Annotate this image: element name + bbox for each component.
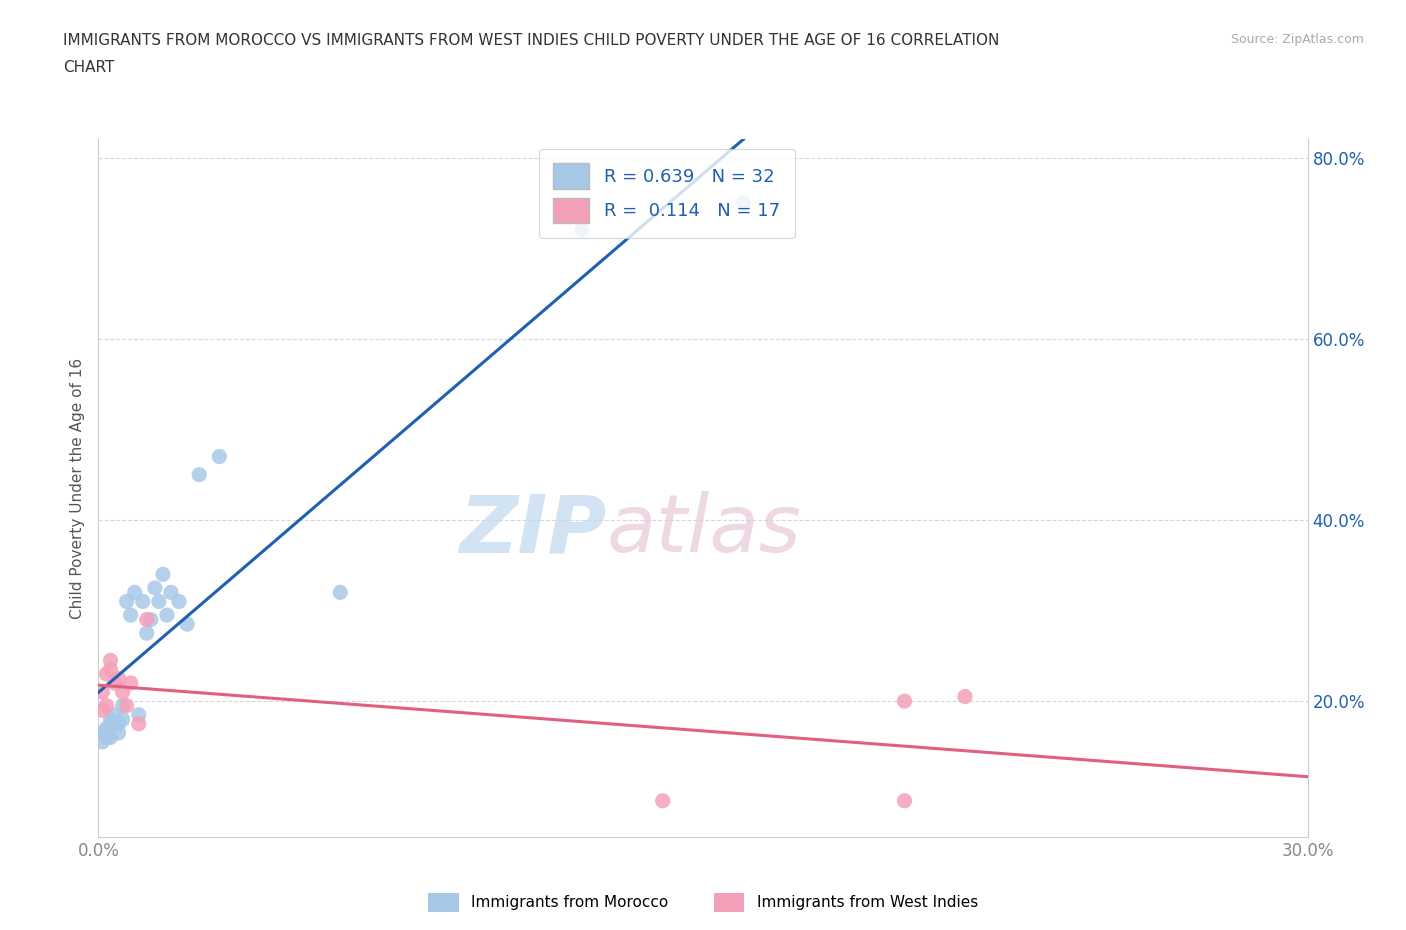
Legend: Immigrants from Morocco, Immigrants from West Indies: Immigrants from Morocco, Immigrants from…	[422, 887, 984, 918]
Text: ZIP: ZIP	[458, 491, 606, 569]
Point	[96, 721, 118, 736]
Point	[91, 725, 114, 740]
Point	[893, 694, 915, 709]
Point	[115, 698, 138, 713]
Point	[135, 626, 157, 641]
Point	[128, 708, 150, 723]
Point	[148, 594, 170, 609]
Point	[167, 594, 190, 609]
Point	[128, 716, 150, 731]
Point	[103, 716, 125, 731]
Point	[96, 698, 118, 713]
Point	[139, 612, 162, 627]
Point	[143, 580, 166, 595]
Point	[107, 725, 129, 740]
Y-axis label: Child Poverty Under the Age of 16: Child Poverty Under the Age of 16	[69, 358, 84, 618]
Point	[100, 716, 122, 731]
Text: atlas: atlas	[606, 491, 801, 569]
Point	[111, 698, 134, 713]
Point	[111, 684, 134, 699]
Point	[208, 449, 231, 464]
Point	[100, 662, 122, 677]
Point	[953, 689, 976, 704]
Point	[115, 594, 138, 609]
Point	[160, 585, 183, 600]
Point	[96, 730, 118, 745]
Point	[651, 793, 673, 808]
Point	[91, 703, 114, 718]
Point	[100, 730, 122, 745]
Point	[124, 585, 146, 600]
Point	[100, 653, 122, 668]
Point	[103, 708, 125, 723]
Point	[176, 617, 198, 631]
Point	[571, 222, 593, 237]
Text: CHART: CHART	[63, 60, 115, 75]
Point	[107, 716, 129, 731]
Point	[120, 607, 142, 622]
Point	[107, 671, 129, 686]
Point	[152, 567, 174, 582]
Point	[733, 195, 755, 210]
Point	[120, 675, 142, 690]
Point	[91, 684, 114, 699]
Point	[156, 607, 179, 622]
Text: IMMIGRANTS FROM MOROCCO VS IMMIGRANTS FROM WEST INDIES CHILD POVERTY UNDER THE A: IMMIGRANTS FROM MOROCCO VS IMMIGRANTS FR…	[63, 33, 1000, 47]
Point	[132, 594, 155, 609]
Point	[893, 793, 915, 808]
Point	[111, 711, 134, 726]
Point	[188, 467, 211, 482]
Text: Source: ZipAtlas.com: Source: ZipAtlas.com	[1230, 33, 1364, 46]
Point	[91, 735, 114, 750]
Point	[100, 711, 122, 726]
Legend: R = 0.639   N = 32, R =  0.114   N = 17: R = 0.639 N = 32, R = 0.114 N = 17	[538, 149, 794, 237]
Point	[96, 667, 118, 682]
Point	[103, 675, 125, 690]
Point	[135, 612, 157, 627]
Point	[329, 585, 352, 600]
